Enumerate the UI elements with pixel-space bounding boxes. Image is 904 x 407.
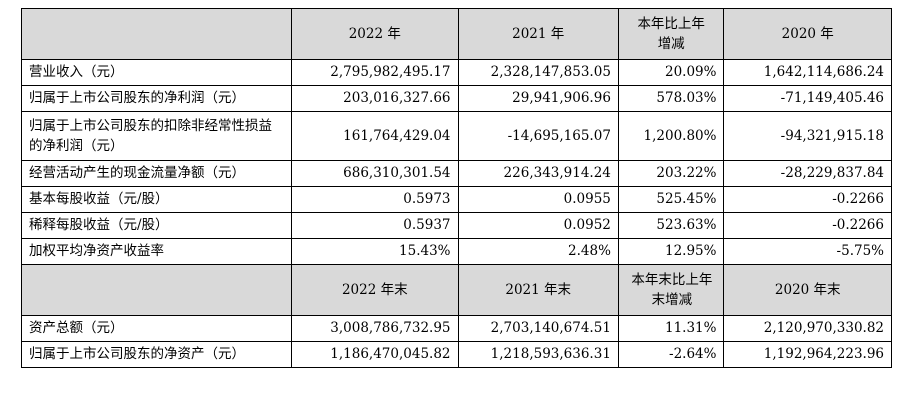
header-cell-2022-end: 2022 年末 [291,264,459,316]
header-cell-2020: 2020 年 [723,8,892,60]
cell-value: 2,120,970,330.82 [723,315,892,342]
cell-value: 2.48% [457,238,619,265]
row-label: 资产总额（元） [20,315,293,342]
table-row: 加权平均净资产收益率 15.43% 2.48% 12.95% -5.75% [20,238,892,265]
cell-value: 203.22% [617,160,725,187]
row-label: 归属于上市公司股东的净利润（元） [20,85,293,112]
header-cell-2022: 2022 年 [291,8,459,60]
cell-value: -14,695,165.07 [457,111,619,161]
header-cell-2020-end: 2020 年末 [723,264,892,316]
row-label: 加权平均净资产收益率 [20,238,293,265]
cell-value: 161,764,429.04 [291,111,459,161]
financial-summary-table: 2022 年 2021 年 本年比上年增减 2020 年 营业收入（元） 2,7… [20,8,892,368]
cell-value: 29,941,906.96 [457,85,619,112]
cell-value: -94,321,915.18 [723,111,892,161]
table-header-row: 2022 年末 2021 年末 本年末比上年末增减 2020 年末 [20,264,892,316]
cell-value: 1,186,470,045.82 [291,341,459,368]
cell-value: 0.5937 [291,212,459,239]
cell-value: -28,229,837.84 [723,160,892,187]
table-row: 归属于上市公司股东的净资产（元） 1,186,470,045.82 1,218,… [20,341,892,368]
cell-value: 2,703,140,674.51 [457,315,619,342]
row-label: 归属于上市公司股东的扣除非经常性损益的净利润（元） [20,111,293,161]
header-cell-blank [20,8,293,60]
header-cell-change: 本年比上年增减 [617,8,725,60]
cell-value: 20.09% [617,59,725,86]
cell-value: 203,016,327.66 [291,85,459,112]
row-label: 营业收入（元） [20,59,293,86]
cell-value: 2,795,982,495.17 [291,59,459,86]
cell-value: 1,218,593,636.31 [457,341,619,368]
row-label: 基本每股收益（元/股） [20,186,293,213]
header-cell-blank [20,264,293,316]
cell-value: 0.0952 [457,212,619,239]
cell-value: 0.0955 [457,186,619,213]
table-row: 稀释每股收益（元/股） 0.5937 0.0952 523.63% -0.226… [20,212,892,239]
header-cell-2021-end: 2021 年末 [457,264,619,316]
cell-value: 523.63% [617,212,725,239]
cell-value: 1,200.80% [617,111,725,161]
cell-value: -0.2266 [723,186,892,213]
cell-value: 0.5973 [291,186,459,213]
cell-value: -71,149,405.46 [723,85,892,112]
cell-value: 226,343,914.24 [457,160,619,187]
header-cell-change-end: 本年末比上年末增减 [617,264,725,316]
row-label: 经营活动产生的现金流量净额（元） [20,160,293,187]
table-row: 经营活动产生的现金流量净额（元） 686,310,301.54 226,343,… [20,160,892,187]
cell-value: 686,310,301.54 [291,160,459,187]
table-row: 资产总额（元） 3,008,786,732.95 2,703,140,674.5… [20,315,892,342]
table-row: 基本每股收益（元/股） 0.5973 0.0955 525.45% -0.226… [20,186,892,213]
row-label: 归属于上市公司股东的净资产（元） [20,341,293,368]
cell-value: 525.45% [617,186,725,213]
table-row: 归属于上市公司股东的扣除非经常性损益的净利润（元） 161,764,429.04… [20,111,892,161]
cell-value: 578.03% [617,85,725,112]
cell-value: 2,328,147,853.05 [457,59,619,86]
table-row: 归属于上市公司股东的净利润（元） 203,016,327.66 29,941,9… [20,85,892,112]
table-header-row: 2022 年 2021 年 本年比上年增减 2020 年 [20,8,892,60]
cell-value: 3,008,786,732.95 [291,315,459,342]
header-cell-2021: 2021 年 [457,8,619,60]
cell-value: 11.31% [617,315,725,342]
cell-value: 12.95% [617,238,725,265]
cell-value: -5.75% [723,238,892,265]
table-row: 营业收入（元） 2,795,982,495.17 2,328,147,853.0… [20,59,892,86]
row-label: 稀释每股收益（元/股） [20,212,293,239]
cell-value: 15.43% [291,238,459,265]
cell-value: -2.64% [617,341,725,368]
cell-value: 1,642,114,686.24 [723,59,892,86]
cell-value: 1,192,964,223.96 [723,341,892,368]
cell-value: -0.2266 [723,212,892,239]
